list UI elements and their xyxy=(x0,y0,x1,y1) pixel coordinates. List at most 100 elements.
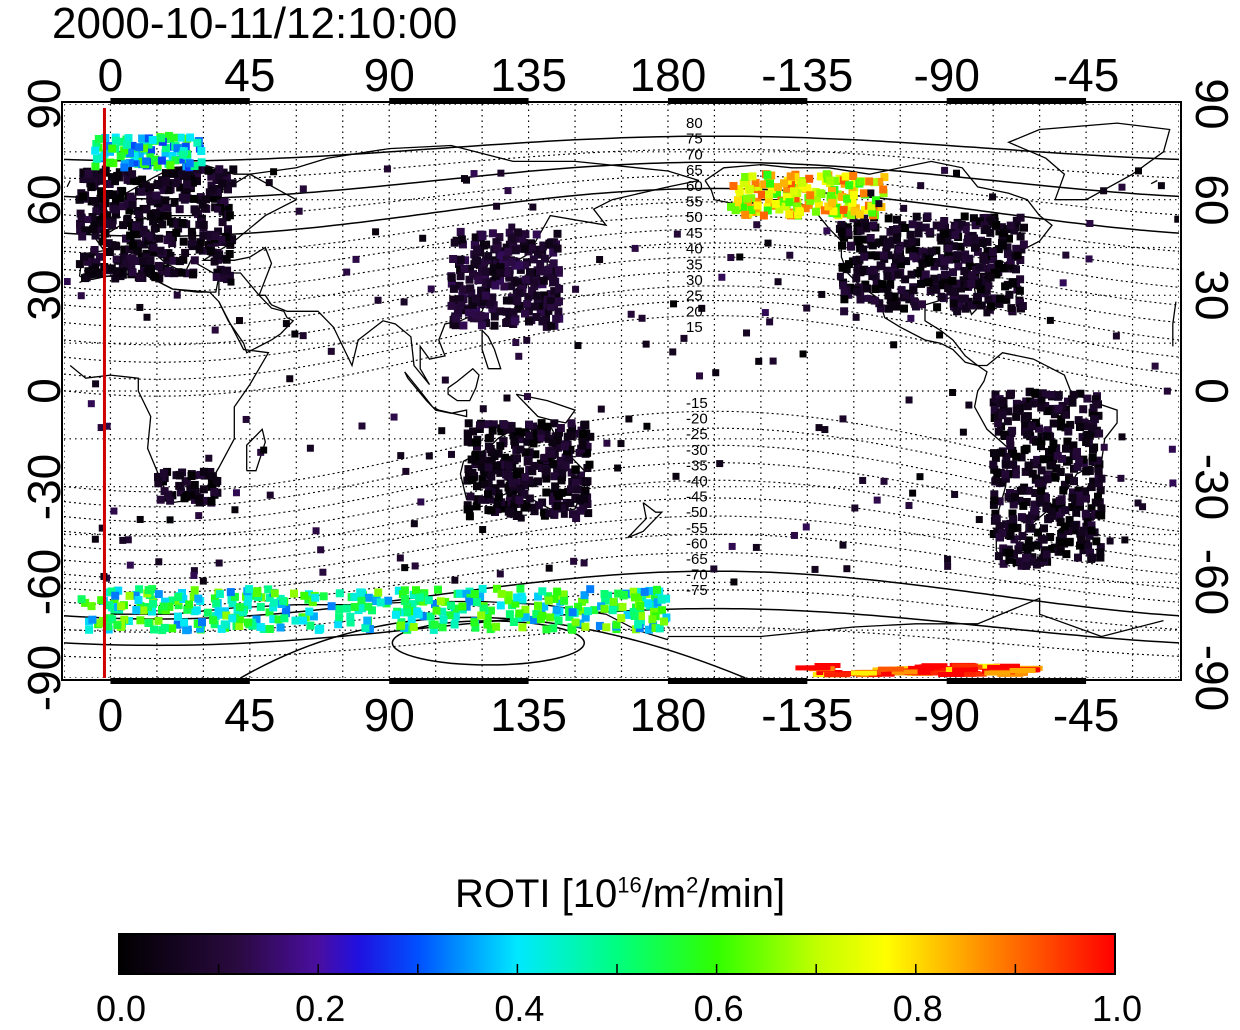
roti-cell xyxy=(1094,492,1102,501)
roti-cell xyxy=(553,229,562,238)
roti-cell xyxy=(105,248,114,256)
roti-cell xyxy=(130,152,139,161)
roti-cell xyxy=(84,216,92,224)
roti-cell xyxy=(728,542,736,550)
roti-cell xyxy=(1089,445,1097,454)
roti-cell xyxy=(212,273,221,281)
roti-cell xyxy=(990,268,999,277)
roti-cell xyxy=(552,606,561,615)
roti-cell xyxy=(397,452,405,460)
roti-cell xyxy=(470,590,479,598)
colorbar-title-b: /m xyxy=(641,872,687,916)
roti-cell xyxy=(524,457,533,466)
roti-cell xyxy=(544,306,553,315)
roti-cell xyxy=(504,596,513,605)
roti-cell xyxy=(137,187,146,196)
roti-cell xyxy=(895,246,903,254)
roti-cell xyxy=(801,204,810,213)
roti-cell xyxy=(1009,500,1018,509)
roti-cell xyxy=(806,191,815,200)
roti-cell xyxy=(468,468,477,477)
roti-cell xyxy=(1010,550,1018,559)
roti-cell xyxy=(861,235,870,244)
roti-cell xyxy=(859,476,867,484)
roti-cell xyxy=(182,626,191,635)
roti-cell xyxy=(207,482,216,491)
roti-cell xyxy=(544,265,553,274)
roti-cell xyxy=(1012,452,1021,461)
roti-cell xyxy=(1037,437,1046,446)
roti-cell xyxy=(1064,527,1073,535)
roti-cell xyxy=(383,165,391,173)
roti-cell xyxy=(79,192,88,201)
roti-cell xyxy=(623,610,632,619)
roti-cell xyxy=(1056,422,1065,431)
roti-cell xyxy=(204,166,213,175)
roti-cell xyxy=(753,201,762,210)
roti-cell xyxy=(176,183,185,192)
roti-cell xyxy=(260,446,268,454)
roti-cell xyxy=(374,588,383,597)
roti-cell xyxy=(469,427,478,436)
roti-cell xyxy=(173,291,181,299)
colorbar-title-c: /min] xyxy=(698,872,786,916)
roti-cell xyxy=(103,211,111,220)
roti-cell xyxy=(1008,509,1017,518)
roti-cell xyxy=(431,600,439,609)
roti-cell xyxy=(159,602,168,611)
roti-cell xyxy=(534,601,542,610)
roti-cell xyxy=(358,604,367,613)
roti-cell xyxy=(521,261,530,270)
roti-cell xyxy=(974,663,1000,669)
roti-cell xyxy=(894,270,903,279)
right-lat-tick: -60 xyxy=(1186,549,1238,616)
roti-cell xyxy=(540,602,549,611)
roti-cell xyxy=(187,227,196,236)
roti-cell xyxy=(125,159,134,168)
roti-cell xyxy=(210,594,219,603)
roti-cell xyxy=(484,479,493,488)
roti-cell xyxy=(96,194,105,203)
roti-cell xyxy=(849,172,858,180)
roti-cell xyxy=(614,464,622,472)
roti-cell xyxy=(1121,536,1129,544)
roti-cell xyxy=(545,564,553,572)
roti-cell xyxy=(415,593,424,602)
roti-cell xyxy=(581,613,590,622)
roti-cell xyxy=(554,266,563,275)
roti-cell xyxy=(921,663,948,669)
roti-cell xyxy=(161,149,170,158)
roti-cell xyxy=(650,607,659,616)
contour-label: -45 xyxy=(686,489,708,506)
roti-cell xyxy=(1020,446,1029,455)
roti-cell xyxy=(471,294,480,303)
roti-cell xyxy=(918,300,926,309)
roti-cell xyxy=(505,610,514,619)
roti-cell xyxy=(985,282,993,290)
roti-cell xyxy=(124,617,133,625)
roti-cell xyxy=(502,268,511,277)
roti-cell xyxy=(1046,533,1055,541)
roti-cell xyxy=(543,272,552,281)
roti-cell xyxy=(169,169,178,178)
roti-cell xyxy=(597,405,605,413)
roti-cell xyxy=(983,309,991,317)
roti-cell xyxy=(965,401,973,409)
roti-cell xyxy=(890,263,899,272)
roti-cell xyxy=(833,190,842,199)
roti-cell xyxy=(144,603,152,611)
roti-cell xyxy=(786,172,795,181)
roti-cell xyxy=(504,483,513,492)
roti-cell xyxy=(773,190,782,198)
roti-cell xyxy=(612,620,621,629)
roti-cell xyxy=(1021,561,1030,570)
roti-cell xyxy=(183,180,192,189)
roti-cell xyxy=(1077,528,1086,537)
contour-line xyxy=(64,270,1179,346)
roti-cell xyxy=(732,201,741,210)
roti-cell xyxy=(105,180,114,188)
roti-cell xyxy=(460,265,469,273)
roti-cell xyxy=(880,477,888,485)
roti-cell xyxy=(235,603,244,612)
